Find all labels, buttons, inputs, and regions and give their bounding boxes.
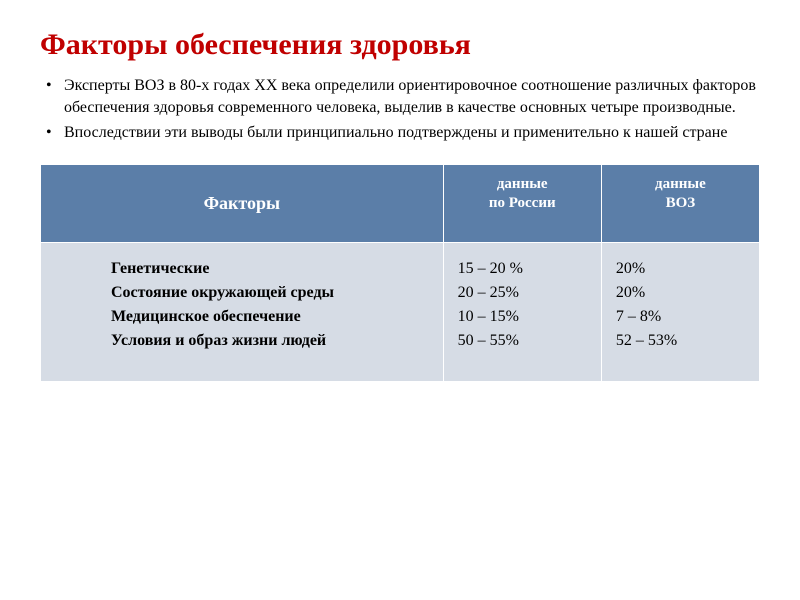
slide-title: Факторы обеспечения здоровья [40, 28, 760, 61]
header-russia: данные по России [443, 164, 601, 242]
header-text: по России [489, 195, 556, 211]
who-data-cell: 20% 20% 7 – 8% 52 – 53% [601, 242, 759, 381]
header-text: ВОЗ [666, 195, 696, 211]
who-value: 7 – 8% [616, 305, 745, 329]
bullet-item: Эксперты ВОЗ в 80-х годах XX века опреде… [64, 75, 760, 118]
factor-name: Условия и образ жизни людей [111, 329, 429, 353]
header-text: данные [497, 176, 548, 192]
russia-value: 20 – 25% [458, 281, 587, 305]
russia-value: 10 – 15% [458, 305, 587, 329]
factor-name: Медицинское обеспечение [111, 305, 429, 329]
russia-value: 50 – 55% [458, 329, 587, 353]
header-who: данные ВОЗ [601, 164, 759, 242]
header-text: данные [655, 176, 706, 192]
table-row: Генетические Состояние окружающей среды … [41, 242, 760, 381]
who-value: 20% [616, 257, 745, 281]
factors-table: Факторы данные по России данные ВОЗ Гене… [40, 164, 760, 382]
factor-name: Генетические [111, 257, 429, 281]
russia-data-cell: 15 – 20 % 20 – 25% 10 – 15% 50 – 55% [443, 242, 601, 381]
who-value: 20% [616, 281, 745, 305]
header-factors: Факторы [41, 164, 444, 242]
bullet-item: Впоследствии эти выводы были принципиаль… [64, 122, 760, 144]
bullet-list: Эксперты ВОЗ в 80-х годах XX века опреде… [40, 75, 760, 144]
table-header-row: Факторы данные по России данные ВОЗ [41, 164, 760, 242]
russia-value: 15 – 20 % [458, 257, 587, 281]
who-value: 52 – 53% [616, 329, 745, 353]
factor-name: Состояние окружающей среды [111, 281, 429, 305]
factors-cell: Генетические Состояние окружающей среды … [41, 242, 444, 381]
